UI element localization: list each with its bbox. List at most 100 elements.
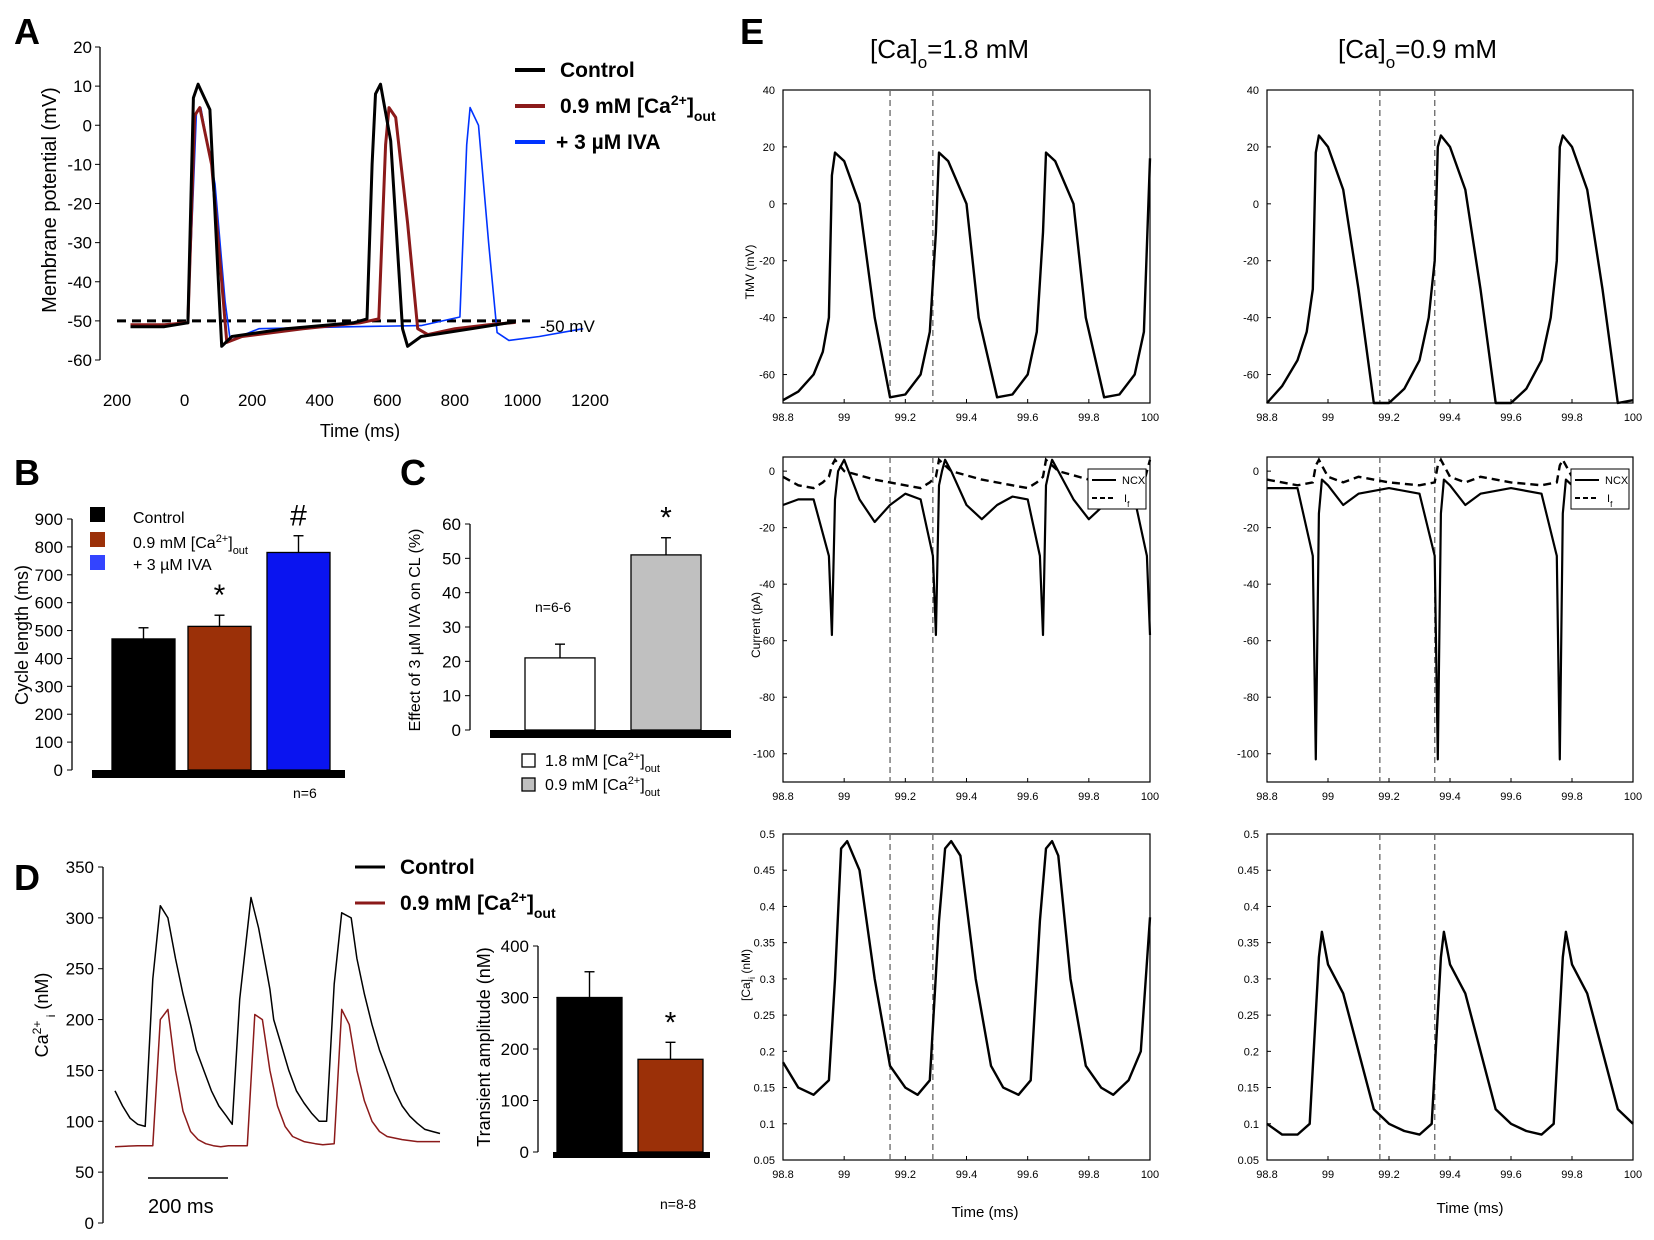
y-tick-label: 0.05: [1238, 1155, 1259, 1167]
current-legend-box: [1087, 468, 1147, 510]
panel-d-inset-ylabel: Transient amplitude (nM): [474, 947, 494, 1146]
legend-label-if-base: I: [1124, 493, 1127, 505]
legend-label-ncx: NCX: [1122, 475, 1146, 487]
ncx-trace: [782, 458, 1152, 637]
y-tick-label: 800: [35, 538, 63, 557]
panel-e-cai-ylabel: [Ca]i (nM): [739, 949, 757, 1001]
x-tick-label: 0: [180, 391, 189, 410]
x-tick-label: 100: [1141, 1169, 1159, 1181]
x-tick-label: 100: [1141, 791, 1159, 803]
x-tick-label: 400: [306, 391, 334, 410]
scale-bar-label: 200 ms: [148, 1196, 214, 1218]
y-tick-label: 200: [66, 1011, 94, 1030]
bar: [187, 625, 252, 771]
y-tick-label: -100: [1237, 749, 1259, 761]
x-tick-label: 200: [238, 391, 266, 410]
y-tick-label: -80: [759, 692, 775, 704]
legend-label-control: Control: [400, 856, 475, 879]
y-tick-label: 0.45: [754, 865, 775, 877]
panel-e-subplot: -60 -40 -20 0 20 40 98.8 99 99.2 99.4 99.6 99.8 100: [1243, 85, 1642, 424]
legend-label-if-sub: f: [1610, 500, 1613, 509]
panel-b-legend: Control 0.9 mM [Ca2+]out + 3 µM IVA: [90, 507, 248, 574]
panel-b-letter: B: [14, 452, 40, 493]
y-tick-label: -60: [67, 351, 92, 370]
y-tick-label: 0: [452, 721, 461, 740]
y-tick-label: -80: [1243, 692, 1259, 704]
panel-a-letter: A: [14, 11, 40, 52]
y-tick-label: 0.3: [760, 974, 775, 986]
y-tick-label: 500: [35, 622, 63, 641]
y-tick-label: -30: [67, 234, 92, 253]
bar: [111, 638, 176, 771]
y-tick-label: 60: [442, 515, 461, 534]
y-tick-label: 250: [66, 960, 94, 979]
y-tick-label: 50: [442, 549, 461, 568]
if-trace: [782, 457, 1152, 490]
y-tick-label: 0.1: [760, 1119, 775, 1131]
x-tick-label: 99.8: [1078, 412, 1099, 424]
x-tick-label: 99: [838, 1169, 850, 1181]
bar: [556, 996, 623, 1153]
y-tick-label: 0.45: [1238, 865, 1259, 877]
panel-c-n-label: n=6-6: [535, 599, 571, 615]
y-tick-label: 700: [35, 566, 63, 585]
y-tick-label: 0.2: [760, 1046, 775, 1058]
y-tick-label: 0.25: [754, 1010, 775, 1022]
legend-swatch-low-calcium: [90, 532, 105, 547]
x-tick-label: 1200: [571, 391, 609, 410]
legend-label-control: Control: [133, 510, 185, 527]
y-tick-label: 0.3: [1244, 974, 1259, 986]
y-tick-label: 0: [1253, 466, 1259, 478]
x-tick-label: 99.2: [1378, 1169, 1399, 1181]
panel-e-subplot: 0.05 0.1 0.15 0.2 0.25 0.3 0.35 0.4 0.45 0.5 98.8 9…: [754, 829, 1160, 1181]
x-tick-label: 99.8: [1561, 791, 1582, 803]
y-tick-label: 20: [73, 38, 92, 57]
bar: [266, 551, 331, 771]
y-tick-label: 900: [35, 510, 63, 529]
legend-label-if-base: I: [1607, 493, 1610, 505]
series-line: [114, 896, 441, 1135]
panel-a-xlabel: Time (ms): [320, 421, 400, 441]
y-tick-label: 400: [501, 937, 529, 956]
y-tick-label: -50: [67, 312, 92, 331]
x-tick-label: 99.6: [1500, 412, 1521, 424]
x-tick-label: 99.2: [1378, 791, 1399, 803]
x-tick-label: 99: [838, 412, 850, 424]
x-tick-label: 99.6: [1017, 1169, 1038, 1181]
x-tick-label: 98.8: [1256, 412, 1277, 424]
panel-e-column-2-xlabel: Time (ms): [1437, 1200, 1504, 1217]
tmv-trace: [782, 151, 1152, 402]
y-tick-label: 0.05: [754, 1155, 775, 1167]
x-tick-label: 99: [1322, 1169, 1334, 1181]
x-tick-label: 99: [838, 791, 850, 803]
y-tick-label: -60: [759, 370, 775, 382]
x-tick-label: 98.8: [772, 791, 793, 803]
panel-d-axes: 0 50 100 150 200 250 300 350: [66, 858, 104, 1233]
legend-label-if: If: [1124, 493, 1130, 509]
y-tick-label: 10: [73, 77, 92, 96]
y-tick-label: 0.15: [1238, 1083, 1259, 1095]
y-tick-label: 0: [83, 116, 92, 135]
panel-a-reference-label: -50 mV: [540, 317, 595, 336]
series-line: [130, 82, 516, 348]
significance-mark: *: [660, 502, 672, 535]
significance-mark: *: [214, 579, 226, 612]
panel-b-n-label: n=6: [293, 785, 317, 801]
panel-e-column-1-xlabel: Time (ms): [952, 1204, 1019, 1221]
y-tick-label: 150: [66, 1061, 94, 1080]
legend-label-if: If: [1607, 493, 1613, 509]
x-tick-label: 99.6: [1500, 1169, 1521, 1181]
y-tick-label: 20: [763, 142, 775, 154]
x-tick-label: 98.8: [1256, 791, 1277, 803]
panel-a: A -60 -50 -40 -30 -20 -10 0 10 20 200 0 200 400 600 80…: [14, 11, 716, 441]
panel-a-ylabel: Membrane potential (mV): [39, 87, 61, 313]
y-tick-label: 0: [85, 1214, 94, 1233]
x-tick-label: 99.2: [895, 1169, 916, 1181]
y-tick-label: 0: [769, 199, 775, 211]
legend-label-if-sub: f: [1127, 500, 1130, 509]
y-tick-label: 0.2: [1244, 1046, 1259, 1058]
